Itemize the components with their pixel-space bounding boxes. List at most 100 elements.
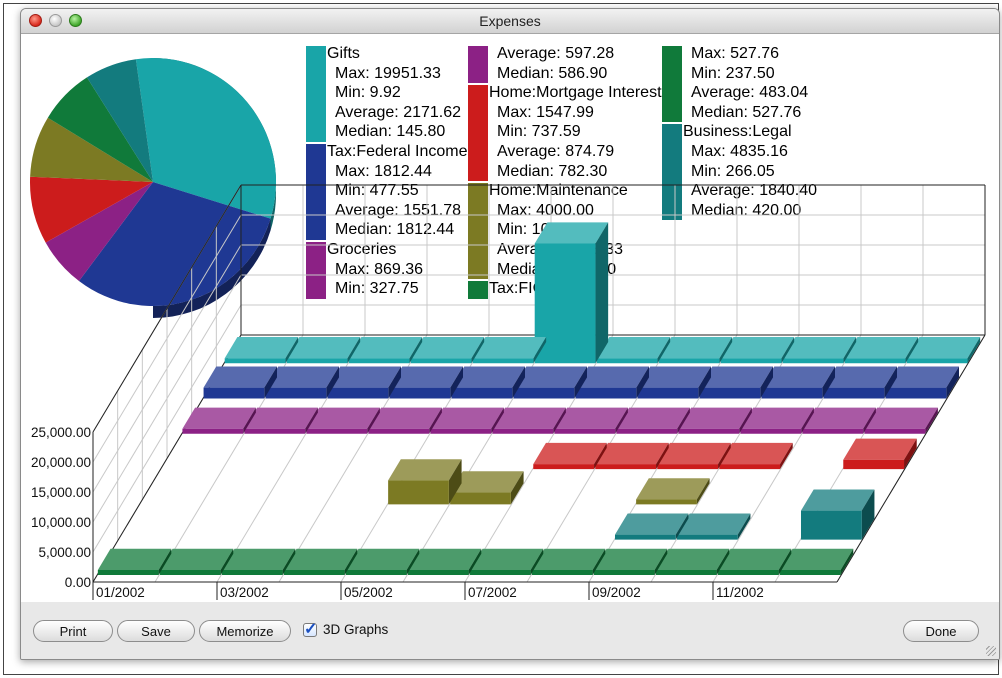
- bar-home-maintenance-06-2002[interactable]: [450, 471, 524, 505]
- bar-gifts-06-2002[interactable]: [534, 222, 609, 364]
- bar-front: [802, 428, 864, 434]
- bar-groceries-07-2002[interactable]: [554, 407, 628, 434]
- bar-groceries-02-2002[interactable]: [244, 407, 318, 434]
- bar-groceries-01-2002[interactable]: [182, 407, 256, 434]
- bar-tax-fica-06-2002[interactable]: [407, 548, 482, 575]
- legend-text: Average: 874.79: [497, 143, 615, 160]
- bar-gifts-12-2002[interactable]: [906, 337, 981, 364]
- bar-tax-federal-income-02-2002[interactable]: [265, 366, 340, 399]
- bar-groceries-09-2002[interactable]: [678, 407, 752, 434]
- bar-tax-fica-11-2002[interactable]: [717, 548, 792, 575]
- memorize-button[interactable]: Memorize: [199, 620, 291, 642]
- x-tick-label: 09/2002: [592, 585, 641, 600]
- bar-tax-federal-income-08-2002[interactable]: [637, 366, 712, 399]
- bar-front: [283, 569, 345, 575]
- bar-tax-fica-01-2002[interactable]: [97, 548, 172, 575]
- bar-home-mortgage-interest-10-2002[interactable]: [719, 442, 793, 470]
- bar-tax-fica-03-2002[interactable]: [221, 548, 296, 575]
- pie-slice-tax-fica[interactable]: [47, 77, 154, 182]
- bar-front: [823, 387, 885, 399]
- 3d-graphs-checkbox[interactable]: ✓: [303, 621, 317, 638]
- bar-top: [389, 366, 464, 388]
- bar-business-legal-09-2002[interactable]: [614, 513, 689, 540]
- bar-home-maintenance-09-2002[interactable]: [636, 478, 710, 505]
- legend-text: Min: 237.50: [691, 64, 775, 82]
- bar-tax-federal-income-01-2002[interactable]: [203, 366, 278, 399]
- bar-tax-federal-income-09-2002[interactable]: [699, 366, 774, 399]
- bar-tax-federal-income-12-2002[interactable]: [885, 366, 960, 399]
- bar-front: [906, 358, 968, 364]
- bar-side: [367, 407, 380, 434]
- bar-groceries-08-2002[interactable]: [616, 407, 690, 434]
- bar-gifts-09-2002[interactable]: [720, 337, 795, 364]
- resize-grip-icon[interactable]: [986, 646, 996, 656]
- bar-tax-fica-04-2002[interactable]: [283, 548, 358, 575]
- bar-side: [406, 548, 420, 575]
- legend-text: Median: 527.76: [691, 103, 802, 121]
- bar-gifts-01-2002[interactable]: [224, 337, 299, 364]
- done-button[interactable]: Done: [903, 620, 979, 642]
- bar-groceries-11-2002[interactable]: [802, 407, 876, 434]
- bar-tax-fica-12-2002[interactable]: [779, 548, 854, 575]
- bar-side: [967, 337, 981, 364]
- bar-tax-federal-income-03-2002[interactable]: [327, 366, 402, 399]
- bar-gifts-08-2002[interactable]: [658, 337, 733, 364]
- bar-gifts-02-2002[interactable]: [286, 337, 361, 364]
- bar-tax-fica-08-2002[interactable]: [531, 548, 606, 575]
- zoom-window-button[interactable]: [69, 14, 82, 27]
- bar-groceries-04-2002[interactable]: [368, 407, 442, 434]
- bar-business-legal-12-2002[interactable]: [800, 489, 875, 540]
- bar-home-mortgage-interest-09-2002[interactable]: [657, 442, 731, 470]
- bar-tax-fica-07-2002[interactable]: [469, 548, 544, 575]
- bar-groceries-12-2002[interactable]: [864, 407, 938, 434]
- bar-gifts-07-2002[interactable]: [596, 337, 671, 364]
- pie-slice-home-maintenance[interactable]: [30, 117, 153, 182]
- pie-slice-gifts[interactable]: [135, 58, 276, 219]
- pie-slice-home-mortgage-interest[interactable]: [30, 176, 154, 243]
- print-button[interactable]: Print: [33, 620, 113, 642]
- bar-gifts-04-2002[interactable]: [410, 337, 485, 364]
- bar-tax-federal-income-07-2002[interactable]: [575, 366, 650, 399]
- bar-top: [616, 407, 690, 429]
- bar-tax-fica-02-2002[interactable]: [159, 548, 234, 575]
- bar-top: [779, 548, 854, 570]
- bar-home-mortgage-interest-08-2002[interactable]: [595, 442, 669, 470]
- bar-front: [513, 387, 575, 399]
- pie-slice-business-legal[interactable]: [86, 59, 153, 183]
- bar-top: [286, 337, 361, 359]
- bar-groceries-10-2002[interactable]: [740, 407, 814, 434]
- bar-top: [182, 407, 256, 429]
- bar-front: [306, 428, 368, 434]
- bar-tax-fica-10-2002[interactable]: [655, 548, 730, 575]
- bar-groceries-05-2002[interactable]: [430, 407, 504, 434]
- bar-front: [265, 387, 327, 399]
- bar-tax-federal-income-06-2002[interactable]: [513, 366, 588, 399]
- bar-gifts-05-2002[interactable]: [472, 337, 547, 364]
- bar-home-mortgage-interest-07-2002[interactable]: [533, 442, 607, 470]
- bar-front: [596, 358, 658, 364]
- bar-gifts-03-2002[interactable]: [348, 337, 423, 364]
- bar-front: [286, 358, 348, 364]
- bar-tax-federal-income-10-2002[interactable]: [761, 366, 836, 399]
- bar-tax-federal-income-04-2002[interactable]: [389, 366, 464, 399]
- bar-groceries-06-2002[interactable]: [492, 407, 566, 434]
- close-window-button[interactable]: [29, 14, 42, 27]
- bar-tax-fica-09-2002[interactable]: [593, 548, 668, 575]
- pie-slice-groceries[interactable]: [45, 182, 153, 282]
- minimize-window-button[interactable]: [49, 14, 62, 27]
- bar-tax-federal-income-05-2002[interactable]: [451, 366, 526, 399]
- bar-groceries-03-2002[interactable]: [306, 407, 380, 434]
- title-bar[interactable]: Expenses: [21, 9, 999, 34]
- bar-tax-fica-05-2002[interactable]: [345, 548, 420, 575]
- bar-front: [575, 387, 637, 399]
- bar-gifts-11-2002[interactable]: [844, 337, 919, 364]
- bar-home-mortgage-interest-12-2002[interactable]: [843, 438, 917, 470]
- bar-front: [720, 358, 782, 364]
- bar-tax-federal-income-11-2002[interactable]: [823, 366, 898, 399]
- bar-front: [451, 387, 513, 399]
- bar-side: [615, 407, 628, 434]
- bar-business-legal-10-2002[interactable]: [676, 513, 751, 540]
- bar-gifts-10-2002[interactable]: [782, 337, 857, 364]
- bar-home-maintenance-05-2002[interactable]: [388, 459, 462, 505]
- save-button[interactable]: Save: [117, 620, 195, 642]
